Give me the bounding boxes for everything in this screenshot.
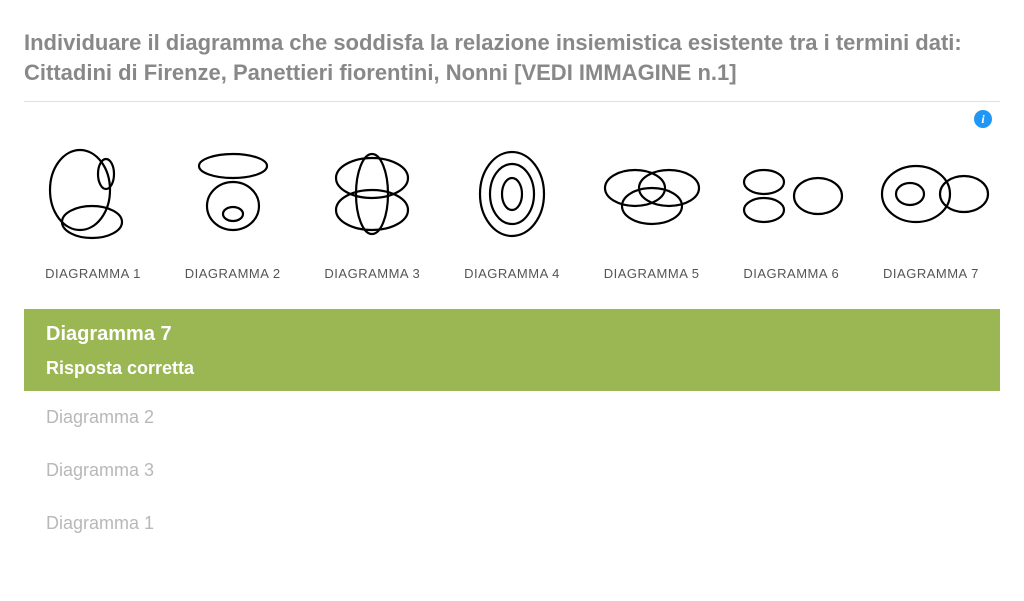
diagram-1: DIAGRAMMA 1: [28, 144, 158, 281]
answer-option-4[interactable]: Diagramma 1: [24, 497, 1000, 550]
divider: [24, 101, 1000, 102]
answer-correct-note: Risposta corretta: [46, 358, 978, 379]
info-icon[interactable]: i: [974, 110, 992, 128]
diagrams-row: DIAGRAMMA 1 DIAGRAMMA 2 DIAGRAMMA 3: [24, 134, 1000, 281]
diagram-1-svg: [28, 144, 158, 244]
answer-option-2[interactable]: Diagramma 2: [24, 391, 1000, 444]
diagram-7-label: DIAGRAMMA 7: [883, 266, 979, 281]
diagram-7-svg: [866, 144, 996, 244]
diagram-4: DIAGRAMMA 4: [447, 144, 577, 281]
question-text: Individuare il diagramma che soddisfa la…: [24, 28, 1000, 87]
diagram-5: DIAGRAMMA 5: [587, 144, 717, 281]
diagram-3: DIAGRAMMA 3: [307, 144, 437, 281]
info-row: i: [24, 110, 1000, 128]
diagram-5-svg: [587, 144, 717, 244]
diagram-4-label: DIAGRAMMA 4: [464, 266, 560, 281]
answers-block: Diagramma 7 Risposta corretta Diagramma …: [24, 309, 1000, 550]
diagram-4-svg: [447, 144, 577, 244]
diagram-6-svg: [726, 144, 856, 244]
answer-correct[interactable]: Diagramma 7 Risposta corretta: [24, 309, 1000, 391]
diagram-3-label: DIAGRAMMA 3: [324, 266, 420, 281]
diagram-2-label: DIAGRAMMA 2: [185, 266, 281, 281]
diagram-6-label: DIAGRAMMA 6: [743, 266, 839, 281]
diagram-1-label: DIAGRAMMA 1: [45, 266, 141, 281]
answer-option-3[interactable]: Diagramma 3: [24, 444, 1000, 497]
diagram-5-label: DIAGRAMMA 5: [604, 266, 700, 281]
answer-correct-text: Diagramma 7: [46, 323, 978, 346]
diagram-3-svg: [307, 144, 437, 244]
diagram-2-svg: [168, 144, 298, 244]
diagram-2: DIAGRAMMA 2: [168, 144, 298, 281]
diagram-6: DIAGRAMMA 6: [726, 144, 856, 281]
diagram-7: DIAGRAMMA 7: [866, 144, 996, 281]
